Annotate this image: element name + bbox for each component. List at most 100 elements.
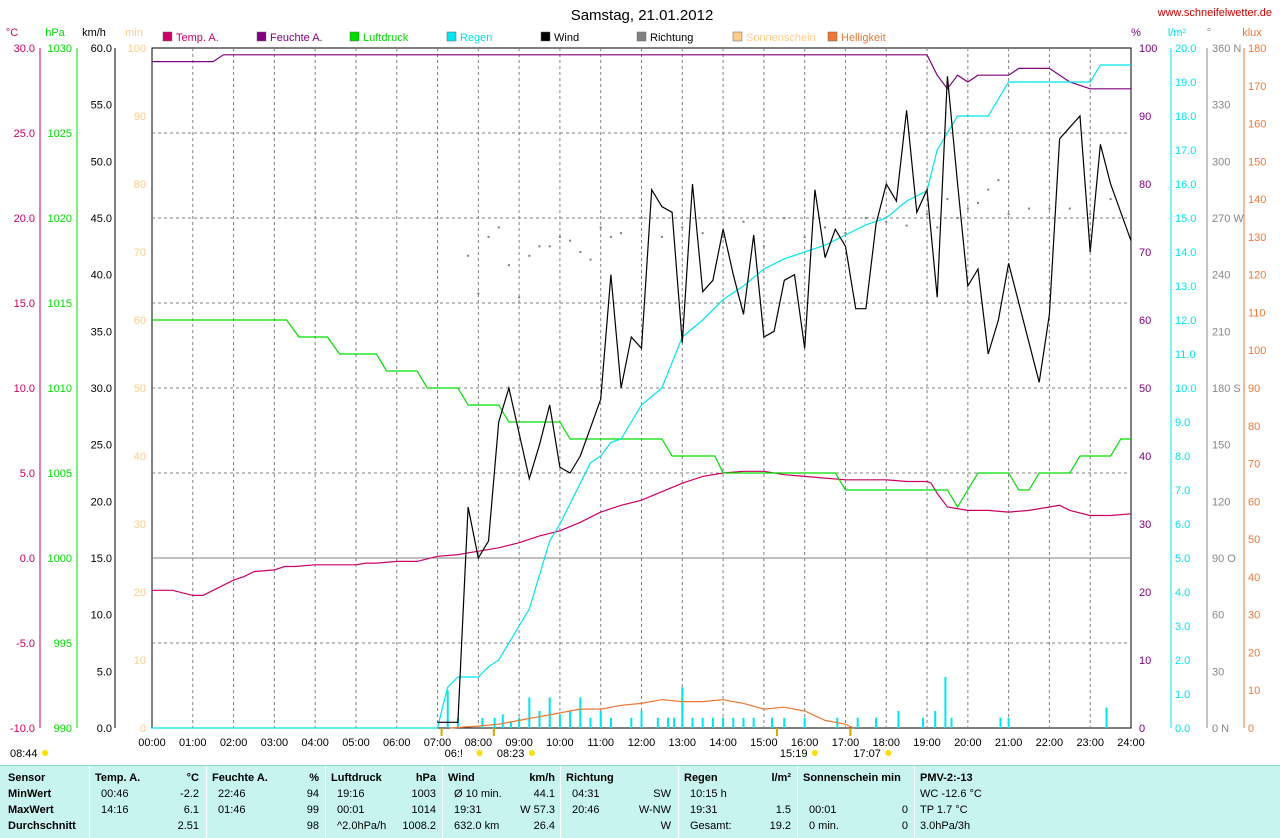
direction-point [620,232,623,235]
rain-interval-bar [1007,717,1010,728]
sun-icon [476,750,483,756]
x-tick-label: 14:00 [709,737,737,749]
stats-row: 20:46 W-NW [566,802,671,818]
axis-unit-brightness: klux [1242,27,1262,39]
stats-row [803,786,908,802]
stats-row: 14:16 6.1 [95,802,199,818]
sun-icon [885,750,892,756]
rain-interval-bar [732,717,735,728]
sun-marker-label: 15:19 [780,748,808,760]
tick-label-rain: 7.0 [1175,485,1190,497]
tick-label-rain: 14.0 [1175,247,1196,259]
stats-column-rain: Regen l/m² 10:15 h 19:31 1.5 Gesamt: 19.2 [684,770,791,834]
tick-label-direction: 360 N [1212,43,1241,55]
stats-row: MaxWert [8,804,54,816]
x-tick-label: 18:00 [872,737,900,749]
direction-point [864,217,867,219]
tick-label-wind: 25.0 [91,440,112,452]
corner-time: 08:44 [10,748,38,760]
rain-interval-bar [667,717,670,728]
site-url[interactable]: www.schneifelwetter.de [1157,7,1272,19]
tick-label-wind: 60.0 [91,43,112,55]
direction-point [1109,198,1112,201]
tick-label-brightness: 100 [1248,345,1266,357]
rain-interval-bar [856,717,859,728]
tick-label-brightness: 170 [1248,81,1266,93]
tick-label-rain: 10.0 [1175,383,1196,395]
stats-row: 04:31 SW [566,786,671,802]
tick-label-wind: 40.0 [91,270,112,282]
x-tick-label: 17:00 [832,737,860,749]
stats-row: 00:01 0 [803,802,908,818]
tick-label-temp: 25.0 [14,128,35,140]
x-tick-label: 01:00 [179,737,207,749]
stats-cell-value: 19.2 [769,820,791,832]
tick-label-direction: 0 N [1212,723,1229,735]
stats-cell-label: 04:31 [572,788,600,800]
legend-label-humidity: Feuchte A. [270,32,323,44]
tick-label-rain: 2.0 [1175,655,1190,667]
stats-cell-value: 98 [306,820,319,832]
stats-cell-value: 0 [901,804,908,816]
tick-label-sunshine: 80 [134,179,146,191]
tick-label-brightness: 80 [1248,421,1260,433]
tick-label-rain: 4.0 [1175,587,1190,599]
legend-swatch-temp [162,31,173,42]
rain-interval-bar [609,717,612,728]
tick-label-sunshine: 10 [134,655,146,667]
x-tick-label: 11:00 [587,737,614,749]
tick-label-rain: 16.0 [1175,179,1196,191]
tick-label-rain: 5.0 [1175,553,1190,565]
rain-interval-bar [803,717,806,728]
tick-label-pressure: 1020 [48,213,72,225]
tick-label-direction: 330 [1212,100,1230,112]
stats-cell-label [95,820,101,832]
stats-cell-label: Gesamt: [690,820,732,832]
tick-label-direction: 60 [1212,610,1224,622]
tick-label-pressure: 1005 [48,468,72,480]
tick-label-brightness: 50 [1248,534,1260,546]
tick-label-rain: 13.0 [1175,281,1196,293]
x-tick-label: 02:00 [220,737,248,749]
x-tick-label: 00:00 [138,737,166,749]
tick-label-brightness: 10 [1248,685,1260,697]
stats-header-unit: °C [186,772,199,784]
tick-label-sunshine: 70 [134,247,146,259]
direction-point [1089,213,1092,216]
tick-label-brightness: 150 [1248,156,1266,168]
legend-label-wind: Wind [554,32,579,44]
stats-cell-value: 99 [306,804,319,816]
tick-label-sunshine: 60 [134,315,146,327]
series-line-temp [152,470,1132,596]
rain-interval-bar [783,717,786,728]
tick-label-rain: 1.0 [1175,689,1190,701]
stats-cell-label: 19:16 [337,788,365,800]
rain-interval-bar [742,717,745,728]
tick-label-humidity: 20 [1139,587,1151,599]
stats-column-separator [797,766,798,838]
stats-cell-label: 00:01 [809,804,837,816]
rain-interval-bar [493,717,496,728]
direction-point [783,217,786,219]
stats-column-separator [560,766,561,838]
direction-point [966,207,969,210]
rain-interval-bar [501,714,504,728]
x-tick-label: 19:00 [913,737,941,749]
rain-interval-bar [944,677,947,728]
sun-marker-label: 06:! [445,748,463,760]
legend-swatch-wind [540,31,551,42]
direction-point [926,213,929,216]
axis-labels: 30.025.020.015.010.05.00.0-5.0-10.0°C103… [6,27,1267,735]
rain-interval-bar [548,697,551,728]
tick-label-wind: 5.0 [97,666,112,678]
weather-chart: Samstag, 21.01.2012 www.schneifelwetter.… [6,7,1272,760]
tick-label-pressure: 1010 [48,383,72,395]
tick-label-brightness: 160 [1248,119,1266,131]
stats-row: 632.0 km 26.4 [448,818,555,834]
direction-point [660,235,663,238]
stats-cell-value: W 57.3 [520,804,555,816]
stats-cell-value: 1014 [411,804,436,816]
tick-label-direction: 210 [1212,326,1230,338]
stats-row: 19:31 1.5 [684,802,791,818]
tick-label-brightness: 180 [1248,43,1266,55]
